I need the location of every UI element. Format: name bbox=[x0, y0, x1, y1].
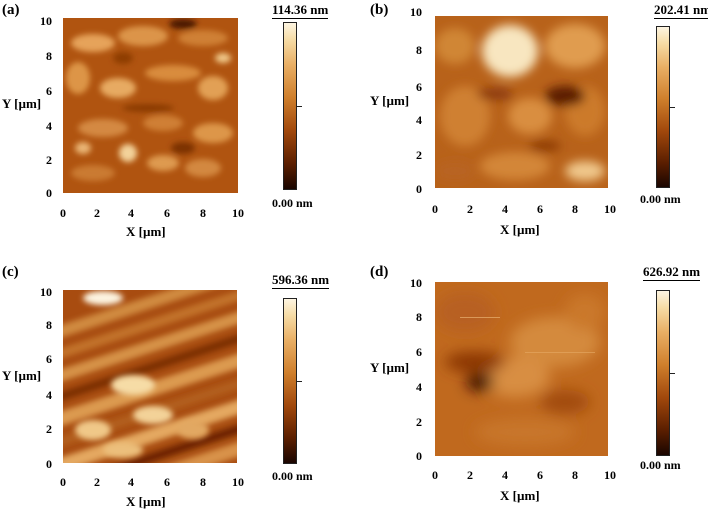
x-tick: 0 bbox=[432, 468, 438, 482]
y-tick: 2 bbox=[46, 422, 52, 436]
afm-height-map bbox=[435, 16, 608, 188]
panel-label: (c) bbox=[2, 264, 19, 280]
y-tick: 10 bbox=[410, 276, 422, 290]
x-tick: 8 bbox=[572, 202, 578, 216]
y-tick: 8 bbox=[416, 310, 422, 324]
x-tick: 8 bbox=[572, 468, 578, 482]
color-scale-min: 0.00 nm bbox=[272, 196, 313, 210]
y-tick: 8 bbox=[46, 318, 52, 332]
y-tick: 4 bbox=[46, 388, 52, 402]
height-color-scale bbox=[283, 298, 302, 464]
color-scale-max: 626.92 nm bbox=[643, 264, 701, 281]
x-tick: 10 bbox=[604, 468, 616, 482]
afm-height-map bbox=[435, 282, 608, 456]
color-scale-min: 0.00 nm bbox=[640, 458, 681, 472]
y-tick: 0 bbox=[46, 457, 52, 471]
color-scale-max: 596.36 nm bbox=[272, 272, 330, 289]
x-axis-label: X [µm] bbox=[500, 488, 540, 503]
y-tick: 10 bbox=[40, 285, 52, 299]
x-axis-label: X [µm] bbox=[500, 222, 540, 237]
y-tick: 6 bbox=[46, 84, 52, 98]
x-tick: 0 bbox=[60, 206, 66, 220]
y-tick: 4 bbox=[416, 113, 422, 127]
x-tick: 0 bbox=[60, 475, 66, 489]
height-color-scale bbox=[656, 26, 675, 188]
y-tick: 6 bbox=[46, 352, 52, 366]
x-tick: 4 bbox=[128, 475, 134, 489]
y-tick: 10 bbox=[40, 14, 52, 28]
x-tick: 10 bbox=[232, 475, 244, 489]
color-scale-max: 114.36 nm bbox=[272, 2, 329, 19]
y-tick: 10 bbox=[410, 5, 422, 19]
height-color-scale bbox=[656, 290, 675, 456]
x-tick: 6 bbox=[164, 475, 170, 489]
x-tick: 10 bbox=[232, 206, 244, 220]
x-tick: 8 bbox=[200, 475, 206, 489]
color-scale-min: 0.00 nm bbox=[640, 192, 681, 206]
y-tick: 6 bbox=[416, 345, 422, 359]
x-axis-label: X [µm] bbox=[126, 224, 166, 239]
y-tick: 0 bbox=[46, 186, 52, 200]
x-tick: 6 bbox=[537, 468, 543, 482]
x-tick: 10 bbox=[604, 202, 616, 216]
panel-label: (b) bbox=[370, 2, 389, 18]
y-tick: 4 bbox=[416, 380, 422, 394]
color-scale-max: 202.41 nm bbox=[654, 2, 708, 19]
y-tick: 0 bbox=[416, 449, 422, 463]
x-tick: 4 bbox=[128, 206, 134, 220]
x-tick: 2 bbox=[94, 206, 100, 220]
y-tick: 2 bbox=[416, 415, 422, 429]
panel-label: (a) bbox=[2, 2, 20, 18]
height-color-scale bbox=[283, 22, 302, 190]
x-tick: 4 bbox=[502, 202, 508, 216]
y-axis-label: Y [µm] bbox=[2, 96, 42, 111]
y-tick: 2 bbox=[46, 153, 52, 167]
y-tick: 6 bbox=[416, 80, 422, 94]
panel-label: (d) bbox=[370, 264, 389, 280]
color-scale-min: 0.00 nm bbox=[272, 469, 313, 483]
y-tick: 2 bbox=[416, 148, 422, 162]
afm-height-map bbox=[63, 290, 237, 463]
x-axis-label: X [µm] bbox=[126, 494, 166, 509]
y-tick: 4 bbox=[46, 119, 52, 133]
y-axis-label: Y [µm] bbox=[370, 93, 410, 108]
x-tick: 0 bbox=[432, 202, 438, 216]
x-tick: 2 bbox=[467, 202, 473, 216]
x-tick: 8 bbox=[200, 206, 206, 220]
x-tick: 2 bbox=[467, 468, 473, 482]
y-axis-label: Y [µm] bbox=[370, 360, 410, 375]
y-tick: 0 bbox=[416, 182, 422, 196]
x-tick: 2 bbox=[94, 475, 100, 489]
y-tick: 8 bbox=[416, 43, 422, 57]
x-tick: 4 bbox=[502, 468, 508, 482]
y-axis-label: Y [µm] bbox=[2, 368, 42, 383]
afm-height-map bbox=[63, 18, 238, 193]
y-tick: 8 bbox=[46, 49, 52, 63]
x-tick: 6 bbox=[164, 206, 170, 220]
x-tick: 6 bbox=[537, 202, 543, 216]
